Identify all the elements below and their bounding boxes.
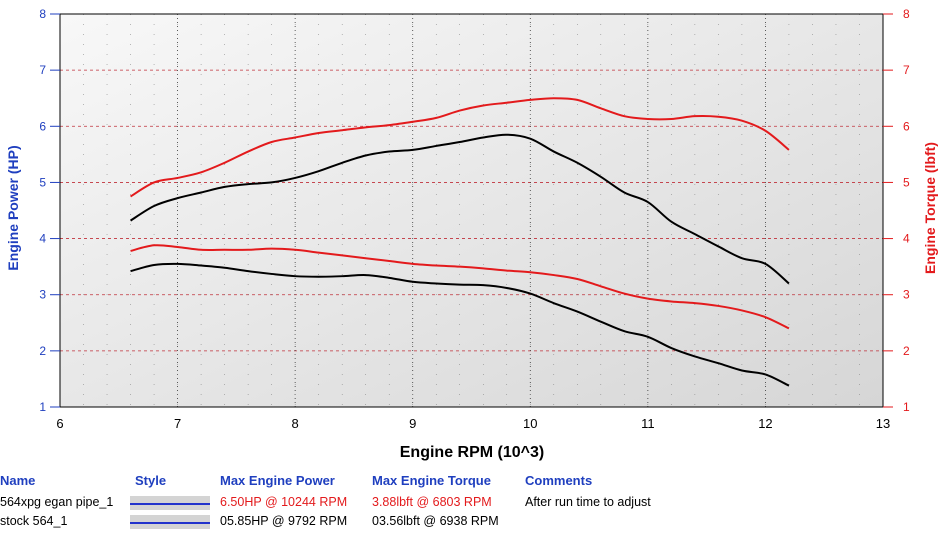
series-line-0 <box>130 97 790 198</box>
x-tick-label: 6 <box>56 416 63 431</box>
y-tick-label-right: 7 <box>903 63 910 77</box>
x-tick-labels: 6 7 8 9 10 11 12 13 <box>56 416 890 431</box>
plot-area <box>60 14 883 407</box>
y-tick-labels-right: 1 2 3 4 5 6 7 8 <box>883 7 910 414</box>
row-name: stock 564_1 <box>0 514 68 528</box>
y-axis-title-right: Engine Torque (lbft) <box>922 142 938 274</box>
header-name: Name <box>0 473 36 488</box>
x-axis-title: Engine RPM (10^3) <box>400 444 544 461</box>
y-tick-label-left: 1 <box>39 400 46 414</box>
y-tick-label-left: 7 <box>39 63 46 77</box>
x-tick-label: 7 <box>174 416 181 431</box>
y-tick-label-right: 6 <box>903 119 910 133</box>
y-tick-label-right: 4 <box>903 232 910 246</box>
row-max-torque: 03.56lbft @ 6938 RPM <box>372 514 499 528</box>
y-tick-label-right: 2 <box>903 344 910 358</box>
series-line-3 <box>130 262 790 387</box>
plot-frame <box>59 13 884 408</box>
y-tick-label-left: 2 <box>39 344 46 358</box>
legend-table: Name Style Max Engine Power Max Engine T… <box>0 470 951 547</box>
legend-row[interactable]: stock 564_1 05.85HP @ 9792 RPM 03.56lbft… <box>0 514 951 534</box>
header-max-power: Max Engine Power <box>220 473 335 488</box>
x-tick-label: 8 <box>292 416 299 431</box>
y-tick-label-left: 8 <box>39 7 46 21</box>
y-tick-label-left: 5 <box>39 175 46 189</box>
row-style-swatch <box>130 515 210 529</box>
y-tick-label-right: 3 <box>903 288 910 302</box>
row-max-power: 6.50HP @ 10244 RPM <box>220 495 348 509</box>
row-max-torque: 3.88lbft @ 6803 RPM <box>372 495 492 509</box>
y-tick-label-right: 1 <box>903 400 910 414</box>
legend-header-row: Name Style Max Engine Power Max Engine T… <box>0 473 951 493</box>
row-comments: After run time to adjust <box>525 495 651 509</box>
y-tick-label-left: 4 <box>39 232 46 246</box>
header-max-torque: Max Engine Torque <box>372 473 491 488</box>
y-tick-labels-left: 1 2 3 4 5 6 7 8 <box>39 7 60 414</box>
y-tick-label-left: 3 <box>39 288 46 302</box>
x-tick-label: 9 <box>409 416 416 431</box>
y-tick-label-right: 8 <box>903 7 910 21</box>
legend-row[interactable]: 564xpg egan pipe_1 6.50HP @ 10244 RPM 3.… <box>0 495 951 515</box>
series-layer <box>130 97 790 387</box>
header-style: Style <box>135 473 167 488</box>
series-line-2 <box>130 244 790 330</box>
x-tick-label: 12 <box>758 416 772 431</box>
y-tick-label-left: 6 <box>39 119 46 133</box>
row-max-power: 05.85HP @ 9792 RPM <box>220 514 348 528</box>
y-tick-label-right: 5 <box>903 175 910 189</box>
row-style-swatch <box>130 496 210 510</box>
row-name: 564xpg egan pipe_1 <box>0 495 114 509</box>
x-tick-label: 11 <box>641 416 655 431</box>
x-tick-label: 13 <box>876 416 890 431</box>
x-tick-label: 10 <box>523 416 537 431</box>
series-line-1 <box>130 133 790 285</box>
y-axis-title-left: Engine Power (HP) <box>5 145 21 270</box>
header-comments: Comments <box>525 473 593 488</box>
